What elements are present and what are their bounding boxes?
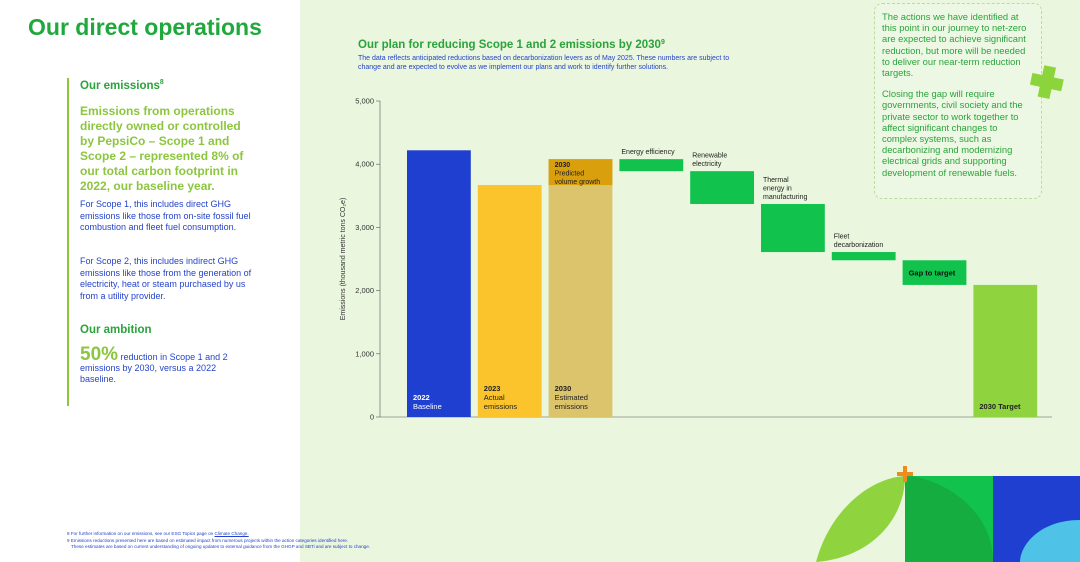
- heading: Our ambition: [80, 324, 152, 336]
- callout: The actions we have identified at this p…: [874, 3, 1042, 199]
- bar: [407, 150, 471, 417]
- segment-label: Predicted: [555, 171, 585, 178]
- heading-text: Our emissions: [80, 79, 160, 92]
- chart-title: Our plan for reducing Scope 1 and 2 emis…: [358, 39, 665, 51]
- title-text: Our plan for reducing Scope 1 and 2 emis…: [358, 39, 661, 51]
- bar: [973, 284, 1038, 417]
- footnote-ref: 8: [159, 79, 164, 86]
- callout-paragraph: The actions we have identified at this p…: [882, 11, 1027, 79]
- bar-label: Estimated: [555, 393, 588, 402]
- footnote: These estimates are based on current und…: [71, 544, 371, 549]
- bar-label: Fleet: [834, 234, 850, 241]
- footnote: 9 Emissions reductions presented here ar…: [67, 538, 349, 543]
- bar-label: Energy efficiency: [621, 149, 675, 156]
- y-tick-label: 2,000: [355, 286, 374, 295]
- heading: Our emissions8: [80, 79, 260, 92]
- paragraph: For Scope 2, this includes indirect GHG …: [80, 256, 252, 301]
- bar: [619, 159, 684, 172]
- chart-subtitle: change and are expected to evolve as we …: [358, 64, 668, 71]
- y-tick-label: 3,000: [355, 223, 374, 232]
- y-tick-label: 0: [370, 413, 374, 422]
- bar-label: energy in: [763, 186, 792, 193]
- ambition-text: reduction in Scope 1 and 2 emissions by …: [80, 352, 228, 384]
- bar: [477, 185, 542, 417]
- chart-subtitle: The data reflects anticipated reductions…: [358, 55, 729, 62]
- bar-label: 2030: [555, 384, 572, 393]
- bar-label: Baseline: [413, 402, 442, 411]
- bar-label: electricity: [692, 161, 722, 168]
- bar-label: manufacturing: [763, 194, 807, 201]
- y-tick-label: 1,000: [355, 349, 374, 358]
- highlight-text: Emissions from operations directly owned…: [80, 104, 244, 193]
- y-tick-label: 5,000: [355, 97, 374, 106]
- ambition: 50% reduction in Scope 1 and 2 emissions…: [80, 345, 245, 385]
- y-tick-label: 4,000: [355, 160, 374, 169]
- y-axis-label: Emissions (thousand metric tons CO₂e): [340, 198, 347, 321]
- bar-segment: [548, 159, 613, 186]
- bar: [831, 252, 896, 261]
- bar: [902, 260, 967, 285]
- bar-label: 2023: [484, 384, 501, 393]
- bar: [548, 159, 613, 418]
- bar-label: emissions: [555, 402, 589, 411]
- bar-label: Renewable: [692, 153, 727, 160]
- bar: [690, 171, 754, 205]
- figure: 50%: [80, 344, 119, 365]
- decoration: [816, 65, 1080, 562]
- bar-label: 2022: [413, 393, 430, 402]
- page-title: Our direct operations: [28, 14, 262, 40]
- footnote-ref: 9: [661, 39, 665, 46]
- link[interactable]: Climate Change.: [214, 531, 249, 536]
- divider: [67, 78, 69, 406]
- bar-label: Actual: [484, 393, 505, 402]
- segment-label: volume growth: [555, 179, 601, 186]
- callout-paragraph: Closing the gap will require governments…: [882, 88, 1023, 178]
- bar-label: emissions: [484, 402, 518, 411]
- bar-label: Thermal: [763, 177, 789, 184]
- footnote: 8 For further information on our emissio…: [67, 531, 249, 537]
- bar: [761, 204, 825, 253]
- bar-label: Gap to target: [909, 269, 956, 278]
- bar-label: decarbonization: [834, 242, 884, 249]
- footnote-text: 8 For further information on our emissio…: [67, 531, 214, 536]
- paragraph: For Scope 1, this includes direct GHG em…: [80, 199, 251, 232]
- bar-label: 2030 Target: [979, 402, 1021, 411]
- segment-label: 2030: [555, 162, 571, 169]
